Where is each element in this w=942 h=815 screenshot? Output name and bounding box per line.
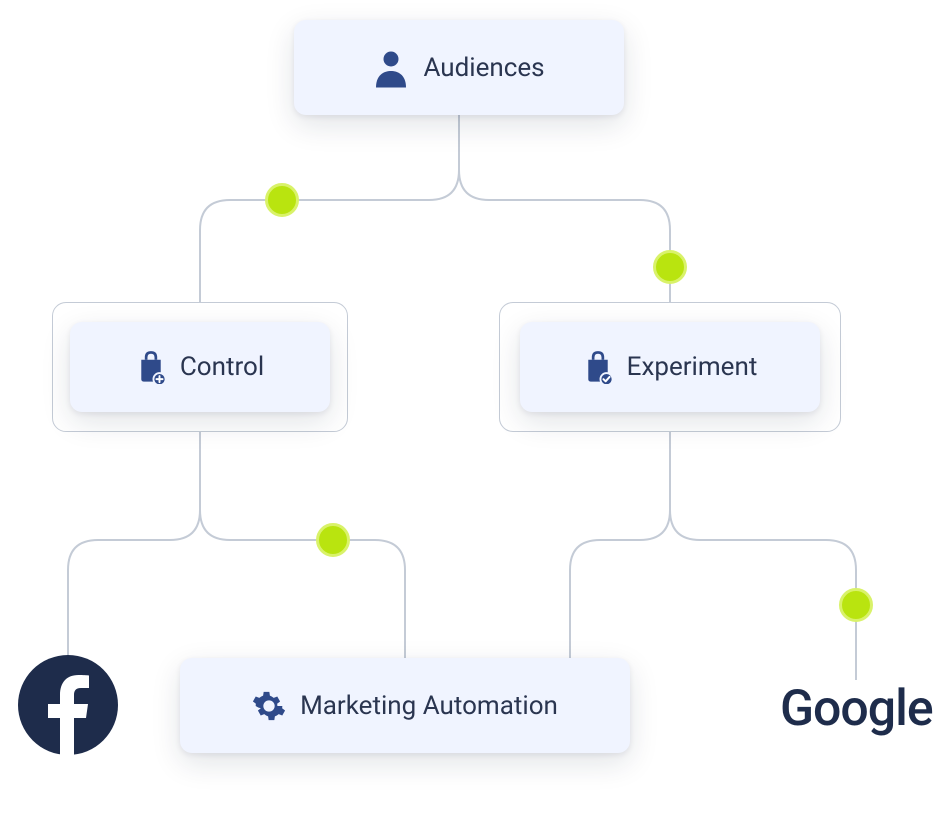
marketing-automation-label: Marketing Automation (300, 691, 558, 721)
audiences-label: Audiences (423, 53, 544, 83)
audiences-node: Audiences (294, 20, 624, 115)
control-node: Control (70, 322, 330, 412)
control-label: Control (180, 352, 264, 382)
facebook-icon (18, 655, 118, 755)
google-icon: Google (780, 680, 933, 738)
bag-check-icon (583, 350, 613, 384)
bag-plus-icon (136, 350, 166, 384)
experiment-label: Experiment (627, 352, 758, 382)
connector-dot (653, 250, 687, 284)
gear-icon (252, 689, 286, 723)
experiment-node: Experiment (520, 322, 820, 412)
connector-dot (316, 523, 350, 557)
marketing-automation-node: Marketing Automation (180, 658, 630, 753)
flowchart-canvas: Audiences Control Experiment (0, 0, 942, 815)
google-label: Google (780, 680, 933, 738)
person-icon (373, 48, 409, 88)
connector-dot (265, 183, 299, 217)
connector-dot (839, 588, 873, 622)
